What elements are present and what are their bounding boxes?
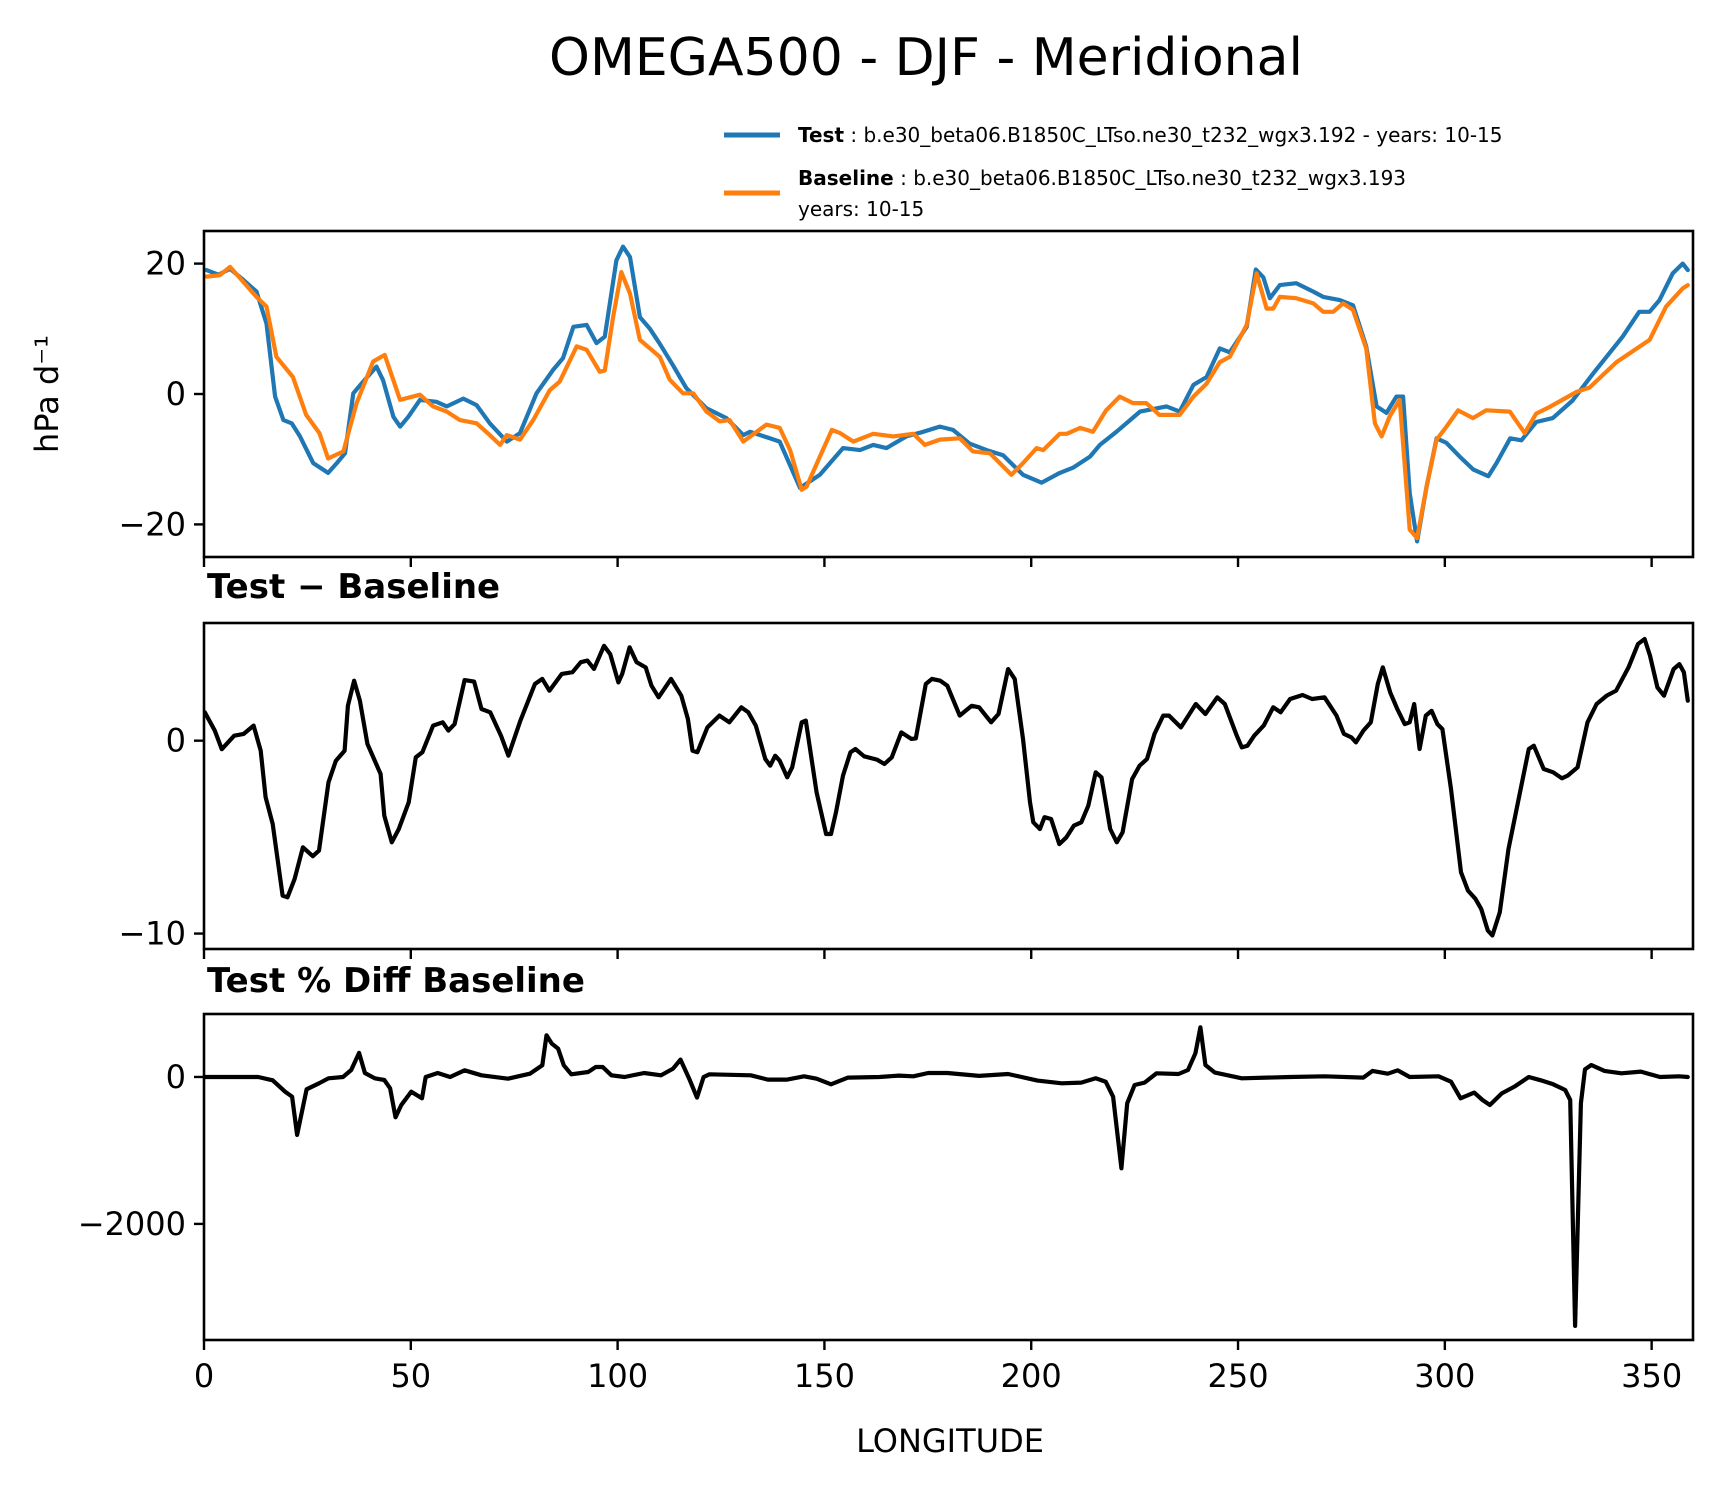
legend-test-label: Test : b.e30_beta06.B1850C_LTso.ne30_t23… — [798, 123, 1503, 147]
panel-title-difference: Test − Baseline — [207, 567, 500, 607]
x-tick-label: 300 — [1414, 1357, 1475, 1395]
x-tick-label: 100 — [587, 1357, 648, 1395]
axes-frame — [202, 621, 1695, 951]
series-line-test-baseline — [204, 636, 1690, 938]
series-line-baseline — [204, 264, 1690, 541]
y-tick-label: 0 — [166, 375, 186, 413]
y-tick-label: 0 — [166, 1058, 186, 1096]
legend: Test : b.e30_beta06.B1850C_LTso.ne30_t23… — [724, 123, 1503, 221]
y-axis-label: hPa d⁻¹ — [28, 335, 66, 453]
x-axis-label: LONGITUDE — [856, 1422, 1044, 1460]
y-tick-label: −10 — [118, 915, 186, 953]
series-line-test — [204, 244, 1690, 544]
x-tick-label: 200 — [1001, 1357, 1062, 1395]
legend-test-desc: : b.e30_beta06.B1850C_LTso.ne30_t232_wgx… — [844, 123, 1502, 147]
x-tick-label: 0 — [194, 1357, 214, 1395]
y-tick-label: −20 — [118, 505, 186, 543]
x-tick-label: 250 — [1207, 1357, 1268, 1395]
panel-test-baseline: −20 0 20 — [118, 229, 1695, 567]
axes-frame — [202, 229, 1695, 559]
figure-title: OMEGA500 - DJF - Meridional — [549, 28, 1303, 88]
panel-percent-diff: 0 50 100 150 200 250 300 350 −2000 0 — [78, 1012, 1695, 1395]
x-tick-label: 50 — [390, 1357, 431, 1395]
panel-difference: −10 0 — [118, 621, 1695, 959]
y-tick-label: 0 — [166, 722, 186, 760]
panel-title-percent-diff: Test % Diff Baseline — [207, 961, 585, 1001]
legend-test-name: Test — [798, 123, 844, 147]
x-tick-label: 150 — [794, 1357, 855, 1395]
x-tick-label: 350 — [1621, 1357, 1682, 1395]
y-tick-label: −2000 — [78, 1205, 186, 1243]
legend-baseline-years: years: 10-15 — [798, 197, 924, 221]
y-tick-label: 20 — [145, 245, 186, 283]
legend-baseline-label: Baseline : b.e30_beta06.B1850C_LTso.ne30… — [798, 166, 1406, 190]
legend-baseline-name: Baseline — [798, 166, 894, 190]
series-line-test-diff-baseline — [204, 1025, 1690, 1329]
axes-frame — [202, 1012, 1695, 1342]
legend-baseline-desc: : b.e30_beta06.B1850C_LTso.ne30_t232_wgx… — [894, 166, 1406, 190]
